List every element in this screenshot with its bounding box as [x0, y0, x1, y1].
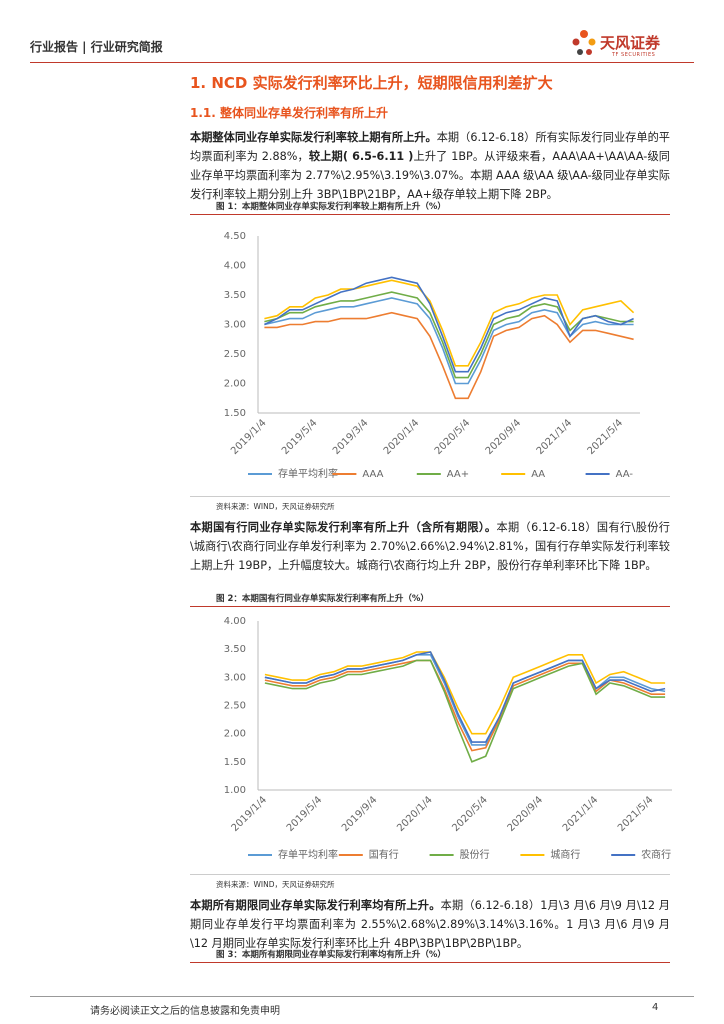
series-line	[264, 651, 666, 735]
legend-label: 存单平均利率	[278, 848, 338, 861]
series-line	[264, 291, 634, 379]
x-tick-label: 2020/1/4	[395, 794, 435, 834]
legend-label: 存单平均利率	[278, 467, 338, 480]
x-tick-label: 2019/1/4	[230, 794, 270, 834]
text-run: 本期（6.12-6.18）所有实际发行同业存单的平均票面利率为 2.88%，	[190, 131, 670, 163]
series-line	[264, 297, 634, 385]
logo-en: TF SECURITIES	[612, 52, 656, 58]
legend-label: AA+	[447, 469, 469, 480]
text-run: 本期国有行同业存单实际发行利率有所上升（含所有期限）。	[190, 521, 497, 534]
legend-label: 国有行	[369, 848, 399, 861]
heading-2: 1.1. 整体同业存单发行利率有所上升	[190, 106, 388, 120]
x-tick-label: 2020/9/4	[484, 417, 524, 457]
source: 资料来源：WIND，天风证券研究所	[216, 880, 335, 889]
y-tick-label: 1.50	[224, 757, 246, 768]
x-tick-label: 2019/9/4	[340, 794, 380, 834]
legend-label: 城商行	[550, 848, 580, 861]
legend-label: AA-	[616, 469, 634, 480]
text-run: 本期（6.12-6.18）1月\3 月\6 月\9 月\12 月期同业存单发行平…	[190, 899, 670, 950]
series-line	[264, 279, 635, 367]
series-line	[264, 659, 666, 752]
x-tick-label: 2021/1/4	[535, 417, 575, 457]
header-left: 行业报告 | 行业研究简报	[30, 40, 163, 54]
logo: 天风证券	[600, 34, 661, 52]
text-run: 本期整体同业存单实际发行利率较上期有所上升。	[190, 131, 437, 144]
header-rule	[30, 62, 694, 63]
x-tick-label: 2021/5/4	[616, 794, 656, 834]
series-line	[264, 659, 666, 763]
caption-rule	[190, 962, 670, 963]
caption: 图 3：本期所有期限同业存单实际发行利率均有所上升（%）	[216, 950, 446, 960]
x-tick-label: 2020/9/4	[506, 794, 546, 834]
y-tick-label: 4.00	[224, 261, 246, 272]
heading-1: 1. NCD 实际发行利率环比上升，短期限信用利差扩大	[190, 74, 553, 92]
paragraph: 本期整体同业存单实际发行利率较上期有所上升。本期（6.12-6.18）所有实际发…	[190, 128, 670, 204]
x-tick-label: 2020/1/4	[382, 417, 422, 457]
series-line	[264, 651, 666, 743]
x-tick-label: 2019/1/4	[229, 417, 269, 457]
y-tick-label: 2.50	[224, 349, 246, 360]
legend-label: AA	[531, 469, 545, 480]
paragraph: 本期国有行同业存单实际发行利率有所上升（含所有期限）。本期（6.12-6.18）…	[190, 518, 670, 575]
paragraph: 本期所有期限同业存单实际发行利率均有所上升。本期（6.12-6.18）1月\3 …	[190, 896, 670, 953]
footer-rule	[30, 996, 694, 997]
caption-rule	[190, 606, 670, 607]
y-tick-label: 3.50	[224, 290, 246, 301]
y-tick-label: 1.00	[224, 785, 246, 796]
x-tick-label: 2019/3/4	[331, 417, 371, 457]
page-number: 4	[652, 1002, 659, 1013]
chart: 1.00 1.50 2.00 2.50 3.00 3.50 4.00 2019/1/4 2019…	[224, 616, 672, 861]
source: 资料来源：WIND，天风证券研究所	[216, 502, 335, 511]
y-tick-label: 1.50	[224, 408, 246, 419]
x-tick-label: 2020/5/4	[450, 794, 490, 834]
y-tick-label: 4.50	[224, 231, 246, 242]
y-tick-label: 2.00	[224, 729, 246, 740]
x-tick-label: 2019/5/4	[285, 794, 325, 834]
x-tick-label: 2019/5/4	[280, 417, 320, 457]
y-tick-label: 2.00	[224, 379, 246, 390]
y-tick-label: 3.50	[224, 644, 246, 655]
disclaimer: 请务必阅读正文之后的信息披露和免责申明	[90, 1006, 280, 1017]
legend-label: AAA	[362, 469, 383, 480]
legend-label: 农商行	[641, 848, 671, 861]
text-run: 较上期( 6.5-6.11 )	[308, 150, 414, 163]
legend-label: 股份行	[460, 848, 490, 861]
chart: 1.50 2.00 2.50 3.00 3.50 4.00 4.50 2019/1/4 2019…	[224, 231, 640, 480]
caption: 图 1：本期整体同业存单实际发行利率较上期有所上升（%）	[216, 202, 446, 212]
caption: 图 2：本期国有行同业存单实际发行利率有所上升（%）	[216, 594, 429, 604]
y-tick-label: 4.00	[224, 616, 246, 627]
x-tick-label: 2020/5/4	[433, 417, 473, 457]
y-tick-label: 2.50	[224, 701, 246, 712]
y-tick-label: 3.00	[224, 320, 246, 331]
text-run: 本期所有期限同业存单实际发行利率均有所上升。	[190, 899, 441, 912]
y-tick-label: 3.00	[224, 672, 246, 683]
series-line	[264, 654, 666, 746]
series-line	[264, 311, 634, 400]
source-rule	[190, 496, 670, 497]
source-rule	[190, 874, 670, 875]
logo-icon	[572, 30, 596, 55]
x-tick-label: 2021/1/4	[561, 794, 601, 834]
text-run: 本期（6.12-6.18）国有行\股份行\城商行\农商行同业存单发行利率为 2.…	[190, 521, 670, 572]
caption-rule	[190, 214, 670, 215]
x-tick-label: 2021/5/4	[586, 417, 626, 457]
series-line	[264, 276, 634, 373]
text-run: 上升了 1BP。从评级来看，AAA\AA+\AA\AA-级同业存单平均票面利率为…	[190, 150, 670, 201]
